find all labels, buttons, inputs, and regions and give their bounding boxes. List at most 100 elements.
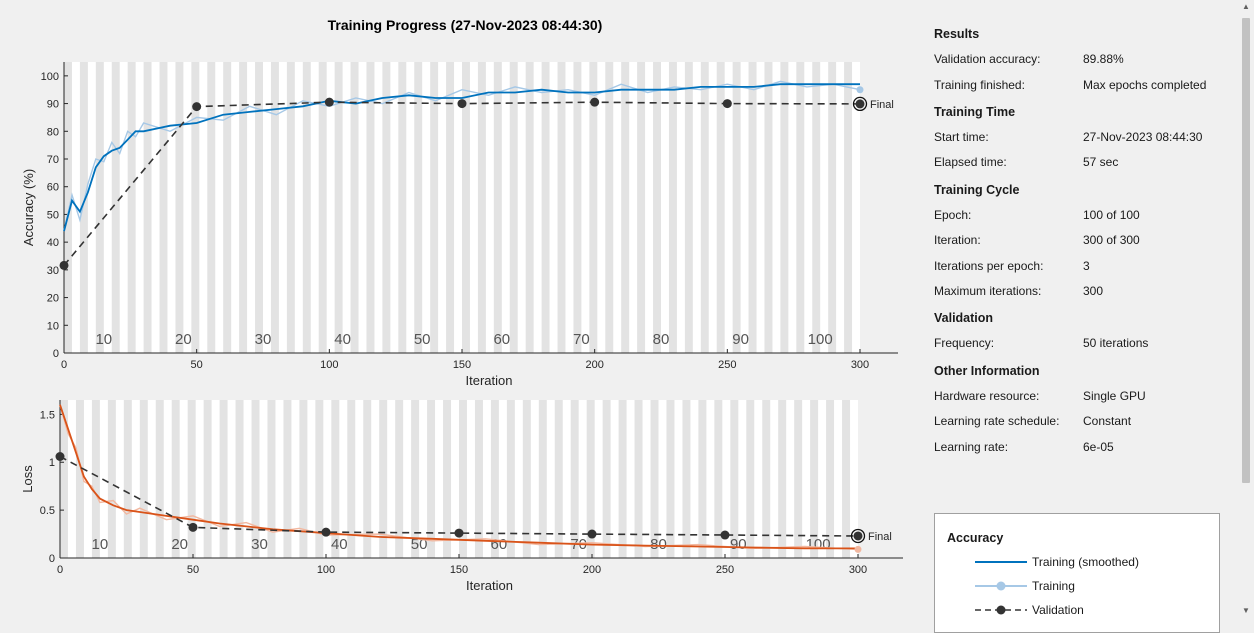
accuracy-epoch-band	[430, 62, 439, 353]
accuracy-x-tick-label: 250	[718, 359, 736, 371]
accuracy-epoch-band	[446, 62, 455, 353]
accuracy-epoch-band	[414, 62, 423, 353]
loss-epoch-band	[91, 400, 100, 558]
loss-y-tick-label: 0	[49, 553, 55, 565]
accuracy-validation-point	[192, 102, 202, 112]
accuracy-epoch-label: 100	[808, 331, 833, 348]
accuracy-y-axis-label: Accuracy (%)	[21, 169, 36, 246]
accuracy-series-training-smoothed	[63, 83, 860, 232]
loss-y-tick-label: 0.5	[40, 505, 55, 517]
loss-x-tick-label: 100	[317, 564, 335, 576]
loss-epoch-band	[443, 400, 452, 558]
loss-epoch-band	[139, 400, 148, 558]
legend-item-training-smoothed: Training (smoothed)	[1032, 555, 1139, 569]
loss-epoch-band	[714, 400, 723, 558]
accuracy-epoch-band	[653, 62, 661, 353]
accuracy-epoch-band	[541, 62, 550, 353]
iteration-label: Iteration:	[934, 233, 981, 247]
accuracy-x-tick-label: 0	[61, 359, 67, 371]
loss-x-tick-label: 150	[450, 564, 468, 576]
accuracy-epoch-band	[605, 62, 614, 353]
loss-epoch-label: 10	[92, 536, 109, 553]
validation-title: Validation	[934, 311, 994, 325]
accuracy-epoch-band	[350, 62, 359, 353]
loss-epoch-band	[347, 400, 356, 558]
accuracy-final-marker	[852, 96, 868, 112]
accuracy-y-tick-label: 80	[47, 126, 59, 138]
loss-validation-point	[587, 529, 597, 539]
loss-x-tick-label: 50	[187, 564, 199, 576]
loss-epoch-band	[155, 400, 164, 558]
accuracy-epoch-label: 10	[95, 331, 112, 348]
accuracy-epoch-band	[79, 62, 88, 353]
accuracy-epoch-band	[844, 62, 853, 353]
loss-validation-point	[188, 522, 198, 532]
accuracy-epoch-label: 60	[493, 331, 510, 348]
training-time-title: Training Time	[934, 105, 1016, 119]
accuracy-epoch-band	[127, 62, 136, 353]
accuracy-x-tick-label: 100	[320, 359, 338, 371]
accuracy-epoch-label: 50	[414, 331, 431, 348]
accuracy-epoch-band	[780, 62, 789, 353]
training-finished-label: Training finished:	[934, 78, 1025, 92]
loss-y-tick-label: 1.5	[40, 409, 55, 421]
accuracy-epoch-band	[366, 62, 375, 353]
accuracy-x-axis-label: Iteration	[466, 373, 513, 388]
loss-epoch-band	[235, 400, 244, 558]
accuracy-epoch-label: 40	[334, 331, 351, 348]
loss-epoch-band	[794, 400, 803, 558]
loss-epoch-band	[570, 400, 579, 558]
loss-epoch-band	[219, 400, 228, 558]
legend-swatch-training	[975, 581, 1027, 591]
loss-epoch-label: 80	[650, 536, 667, 553]
loss-epoch-band	[586, 400, 595, 558]
accuracy-epoch-band	[286, 62, 295, 353]
start-time-label: Start time:	[934, 130, 989, 144]
hardware-value: Single GPU	[1083, 389, 1146, 403]
loss-epoch-band	[331, 400, 340, 558]
accuracy-training-last-point	[856, 86, 864, 94]
accuracy-validation-point	[722, 99, 732, 109]
loss-epoch-band	[762, 400, 771, 558]
accuracy-epoch-band	[159, 62, 168, 353]
loss-x-tick-label: 250	[716, 564, 734, 576]
loss-epoch-band	[506, 400, 515, 558]
loss-epoch-band	[251, 400, 260, 558]
loss-epoch-band	[634, 400, 643, 558]
loss-x-tick-label: 0	[57, 564, 63, 576]
accuracy-epoch-band	[684, 62, 693, 353]
loss-validation-point	[720, 530, 730, 540]
accuracy-epoch-band	[462, 62, 470, 353]
loss-epoch-band	[379, 400, 388, 558]
iterations-per-epoch-label: Iterations per epoch:	[934, 259, 1044, 273]
loss-epoch-band	[299, 400, 308, 558]
accuracy-x-tick-label: 150	[453, 359, 471, 371]
accuracy-epoch-band	[637, 62, 646, 353]
loss-epoch-band	[842, 400, 851, 558]
loss-epoch-label: 40	[331, 536, 348, 553]
accuracy-epoch-band	[477, 62, 486, 353]
accuracy-epoch-band	[668, 62, 677, 353]
loss-epoch-label: 100	[806, 536, 831, 553]
legend-swatch-training-smoothed	[975, 561, 1027, 563]
learning-rate-label: Learning rate:	[934, 440, 1009, 454]
scroll-up-arrow-icon[interactable]: ▲	[1242, 2, 1250, 11]
accuracy-epoch-band	[318, 62, 327, 353]
accuracy-y-tick-label: 100	[41, 71, 59, 83]
accuracy-validation-point	[457, 99, 467, 109]
accuracy-epoch-band	[589, 62, 598, 353]
loss-epoch-band	[682, 400, 691, 558]
loss-epoch-band	[666, 400, 675, 558]
accuracy-epoch-band	[175, 62, 184, 353]
vertical-scrollbar[interactable]: ▲ ▼	[1238, 0, 1254, 620]
accuracy-epoch-band	[621, 62, 630, 353]
accuracy-epoch-band	[828, 62, 837, 353]
accuracy-epoch-band	[223, 62, 232, 353]
scroll-down-arrow-icon[interactable]: ▼	[1242, 606, 1250, 615]
scroll-thumb[interactable]	[1242, 18, 1250, 483]
accuracy-y-tick-label: 0	[53, 348, 59, 360]
elapsed-time-value: 57 sec	[1083, 155, 1119, 169]
training-finished-value: Max epochs completed	[1083, 78, 1207, 92]
loss-epoch-band	[538, 400, 547, 558]
loss-epoch-band	[602, 400, 611, 558]
